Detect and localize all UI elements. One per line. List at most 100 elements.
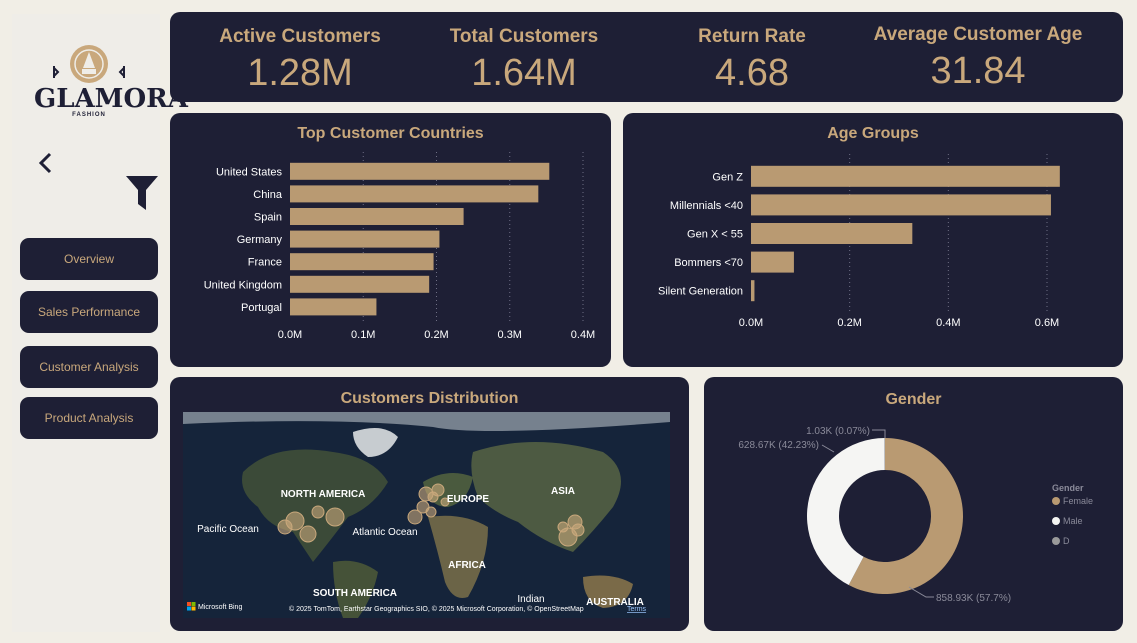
kpi-return-rate-value: 4.68 bbox=[715, 52, 789, 94]
countries-bar-chart: 0.0M 0.1M 0.2M 0.3M 0.4M United States China Sp… bbox=[204, 152, 595, 341]
map-label-south-america: SOUTH AMERICA bbox=[313, 588, 397, 599]
bar bbox=[290, 185, 539, 203]
map-bubble bbox=[440, 497, 450, 507]
category-label: Germany bbox=[237, 234, 283, 246]
north-america-land bbox=[242, 449, 388, 562]
category-label: United Kingdom bbox=[204, 279, 282, 291]
nav-customer-analysis-button[interactable]: Customer Analysis bbox=[20, 346, 158, 388]
category-label: Millennials <40 bbox=[670, 200, 743, 212]
legend-item: Female bbox=[1063, 496, 1093, 506]
kpi-average-age-value: 31.84 bbox=[930, 50, 1026, 92]
bing-logo-icon bbox=[187, 602, 196, 611]
brand-name: GLAMORA bbox=[34, 84, 188, 114]
gender-chart-title: Gender bbox=[885, 391, 942, 408]
map-bubble bbox=[277, 519, 293, 535]
map-label-africa: AFRICA bbox=[448, 560, 486, 571]
map-bubble bbox=[571, 523, 585, 537]
bar bbox=[290, 253, 434, 271]
map-label-europe: EUROPE bbox=[447, 494, 490, 505]
x-tick-label: 0.1M bbox=[351, 329, 375, 341]
category-label: Portugal bbox=[241, 302, 282, 314]
bar bbox=[290, 162, 550, 180]
asia-land bbox=[471, 442, 621, 552]
map-label-atlantic: Atlantic Ocean bbox=[352, 527, 417, 538]
x-tick-label: 0.6M bbox=[1035, 317, 1059, 329]
bar bbox=[751, 223, 913, 244]
age-groups-bar-chart: 0.0M 0.2M 0.4M 0.6M Gen Z Millennials <40 Gen … bbox=[658, 154, 1060, 329]
crest-icon bbox=[53, 45, 125, 83]
map-bubble bbox=[311, 505, 325, 519]
map-bubble bbox=[325, 507, 345, 527]
bar bbox=[290, 298, 377, 316]
category-label: Gen X < 55 bbox=[687, 229, 743, 241]
legend-item: Male bbox=[1063, 516, 1083, 526]
south-america-land bbox=[333, 560, 378, 618]
bar bbox=[751, 165, 1060, 187]
world-map[interactable]: NORTH AMERICA EUROPE ASIA Pacific Ocean … bbox=[183, 412, 670, 618]
kpi-active-customers-label: Active Customers bbox=[219, 26, 381, 47]
africa-land bbox=[428, 515, 488, 598]
map-bubble bbox=[407, 509, 423, 525]
donut-data-label: 628.67K (42.23%) bbox=[738, 440, 819, 451]
kpi-panel: Active Customers 1.28M Total Customers 1… bbox=[170, 12, 1123, 102]
category-label: China bbox=[253, 189, 283, 201]
age-groups-chart-panel[interactable]: Age Groups 0.0M 0.2M 0.4M 0.6M Gen Z Millenni… bbox=[623, 113, 1123, 367]
map-bubble bbox=[425, 506, 437, 518]
bar bbox=[290, 230, 440, 248]
bar bbox=[290, 208, 464, 225]
bar bbox=[751, 194, 1051, 216]
kpi-average-age-label: Average Customer Age bbox=[873, 24, 1083, 45]
leader-line bbox=[872, 429, 886, 438]
age-groups-chart-title: Age Groups bbox=[827, 125, 919, 142]
legend-swatch bbox=[1052, 517, 1060, 525]
bar bbox=[290, 275, 430, 293]
brand-tagline: FASHION bbox=[72, 112, 106, 118]
x-tick-label: 0.3M bbox=[498, 329, 522, 341]
category-label: France bbox=[248, 257, 282, 269]
bar bbox=[751, 280, 755, 302]
countries-chart-title: Top Customer Countries bbox=[297, 125, 484, 142]
map-label-australia: AUSTRALIA bbox=[586, 597, 644, 608]
gender-donut-chart: 858.93K (57.7%) 628.67K (42.23%) 1.03K (0.… bbox=[738, 426, 1093, 604]
legend-swatch bbox=[1052, 537, 1060, 545]
legend-item: D bbox=[1063, 536, 1070, 546]
map-bubble bbox=[299, 525, 317, 543]
greenland-land bbox=[353, 428, 398, 457]
leader-line bbox=[908, 586, 934, 598]
bar bbox=[751, 251, 794, 273]
legend-swatch bbox=[1052, 497, 1060, 505]
kpi-total-customers-label: Total Customers bbox=[449, 26, 599, 47]
x-tick-label: 0.2M bbox=[837, 317, 861, 329]
map-credits: © 2025 TomTom, Earthstar Geographics SIO… bbox=[289, 605, 584, 613]
map-bubble bbox=[557, 521, 569, 533]
countries-chart-panel[interactable]: Top Customer Countries 0.0M 0.1M 0.2M 0.3M 0… bbox=[170, 113, 611, 367]
brand-logo: GLAMORA FASHION bbox=[34, 42, 188, 142]
map-title: Customers Distribution bbox=[340, 390, 519, 407]
back-chevron-icon[interactable] bbox=[36, 150, 56, 176]
category-label: United States bbox=[216, 166, 283, 178]
australia-land bbox=[583, 575, 633, 608]
filter-icon[interactable] bbox=[124, 174, 160, 214]
donut-data-label: 858.93K (57.7%) bbox=[936, 593, 1011, 604]
category-label: Gen Z bbox=[712, 171, 743, 183]
kpi-active-customers-value: 1.28M bbox=[247, 52, 353, 94]
x-tick-label: 0.4M bbox=[936, 317, 960, 329]
bing-attribution: Microsoft Bing bbox=[198, 604, 242, 611]
map-label-north-america: NORTH AMERICA bbox=[281, 489, 366, 500]
gender-chart-panel[interactable]: Gender 858.93K (57.7%) 628.67K (42.23%) 1.… bbox=[704, 377, 1123, 631]
kpi-return-rate-label: Return Rate bbox=[698, 26, 806, 47]
nav-sales-performance-button[interactable]: Sales Performance bbox=[20, 291, 158, 333]
x-tick-label: 0.4M bbox=[571, 329, 595, 341]
nav-overview-button[interactable]: Overview bbox=[20, 238, 158, 280]
nav-product-analysis-button[interactable]: Product Analysis bbox=[20, 397, 158, 439]
donut-slice bbox=[848, 438, 963, 594]
legend-title: Gender bbox=[1052, 483, 1084, 493]
kpi-total-customers-value: 1.64M bbox=[471, 52, 577, 94]
map-label-indian: Indian bbox=[517, 594, 544, 605]
donut-data-label: 1.03K (0.07%) bbox=[806, 426, 870, 437]
category-label: Spain bbox=[254, 212, 282, 224]
antarctica-ice bbox=[183, 412, 670, 431]
x-tick-label: 0.0M bbox=[278, 329, 302, 341]
x-tick-label: 0.2M bbox=[424, 329, 448, 341]
map-panel[interactable]: Customers Distribution NORTH AMERICA EUR… bbox=[170, 377, 689, 631]
